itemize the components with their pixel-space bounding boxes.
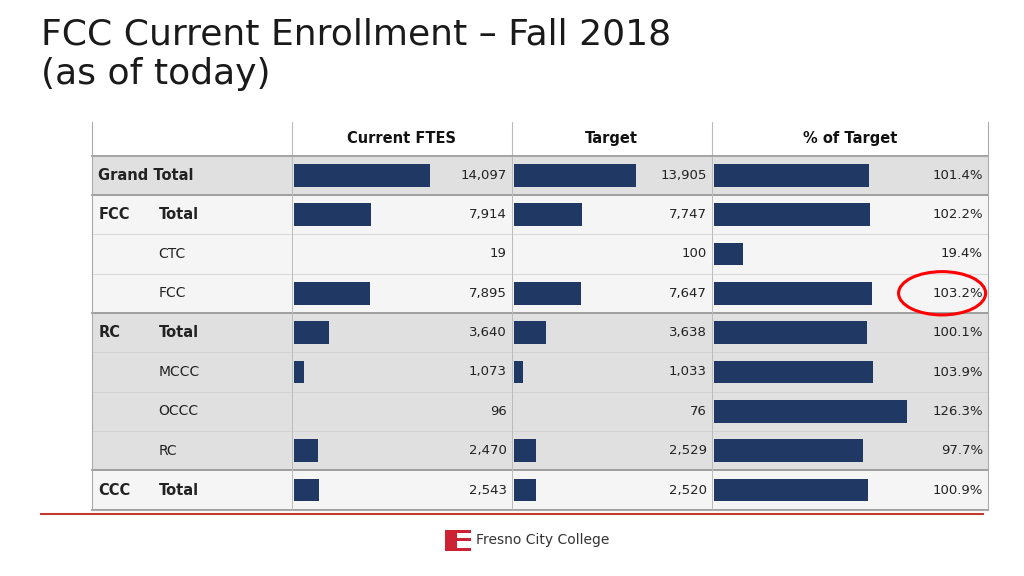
Text: 101.4%: 101.4%: [933, 169, 983, 181]
Text: 97.7%: 97.7%: [941, 444, 983, 457]
Text: 100.9%: 100.9%: [933, 484, 983, 497]
Text: 13,905: 13,905: [660, 169, 707, 181]
Text: 76: 76: [690, 405, 707, 418]
Bar: [457, 541, 471, 548]
Text: CCC: CCC: [98, 483, 130, 498]
Text: 7,647: 7,647: [669, 287, 707, 300]
Text: 2,470: 2,470: [469, 444, 507, 457]
Text: 7,747: 7,747: [669, 208, 707, 221]
Text: Grand Total: Grand Total: [98, 168, 194, 183]
Text: Total: Total: [159, 483, 199, 498]
Text: 103.9%: 103.9%: [933, 366, 983, 378]
Text: 2,529: 2,529: [669, 444, 707, 457]
Text: 126.3%: 126.3%: [933, 405, 983, 418]
Text: FCC Current Enrollment – Fall 2018
(as of today): FCC Current Enrollment – Fall 2018 (as o…: [41, 17, 671, 90]
Text: 14,097: 14,097: [461, 169, 507, 181]
Text: RC: RC: [98, 325, 120, 340]
Text: 1,073: 1,073: [469, 366, 507, 378]
Text: 2,520: 2,520: [669, 484, 707, 497]
Text: 96: 96: [490, 405, 507, 418]
Text: 7,914: 7,914: [469, 208, 507, 221]
Text: 3,638: 3,638: [669, 326, 707, 339]
Text: OCCC: OCCC: [159, 404, 199, 418]
Text: % of Target: % of Target: [803, 131, 897, 146]
Text: 2,543: 2,543: [469, 484, 507, 497]
Text: FCC: FCC: [159, 286, 186, 300]
Text: 100.1%: 100.1%: [933, 326, 983, 339]
Bar: [457, 533, 471, 538]
Text: 19: 19: [490, 248, 507, 260]
Text: 100: 100: [681, 248, 707, 260]
Text: FCC: FCC: [98, 207, 130, 222]
Text: 3,640: 3,640: [469, 326, 507, 339]
Text: RC: RC: [159, 444, 177, 458]
Text: 102.2%: 102.2%: [933, 208, 983, 221]
Text: Total: Total: [159, 207, 199, 222]
Text: CTC: CTC: [159, 247, 186, 261]
Text: 103.2%: 103.2%: [933, 287, 983, 300]
Text: Target: Target: [586, 131, 638, 146]
Text: 19.4%: 19.4%: [941, 248, 983, 260]
Text: Total: Total: [159, 325, 199, 340]
Text: MCCC: MCCC: [159, 365, 200, 379]
Text: 1,033: 1,033: [669, 366, 707, 378]
Text: Current FTES: Current FTES: [347, 131, 457, 146]
Text: 7,895: 7,895: [469, 287, 507, 300]
Text: Fresno City College: Fresno City College: [476, 533, 609, 547]
